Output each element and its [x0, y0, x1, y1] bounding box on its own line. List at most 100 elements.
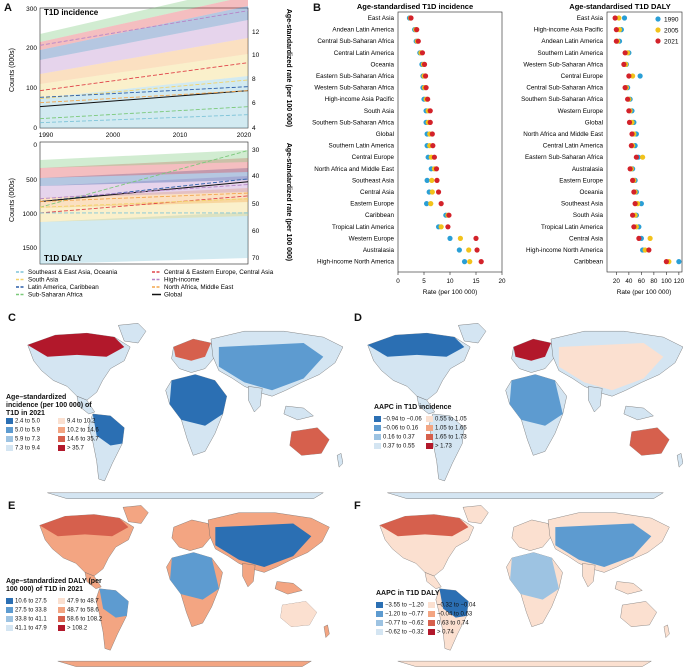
x-tick-2010: 2010 [173, 132, 188, 139]
b-dot-2021 [631, 224, 637, 230]
b-category-label: Central Latin America [334, 50, 395, 57]
b-category-label: Western Europe [558, 108, 604, 115]
b-dot-2005 [647, 235, 653, 241]
map-d-legend-item: −0.06 to 0.16 [374, 425, 418, 432]
b-dot-2021 [626, 108, 632, 114]
legend-label: −0.94 to −0.06 [383, 416, 422, 423]
b-category-label: Global [376, 131, 394, 138]
legend-swatch [426, 425, 433, 431]
daly-left-tick-1000: 1000 [23, 211, 38, 218]
daly-line-south-asia [39, 198, 249, 208]
b-category-label: North Africa and Middle East [314, 166, 394, 173]
map-d-legend-item: 0.16 to 0.37 [374, 434, 415, 441]
daly-right-tick-50: 50 [252, 201, 260, 208]
a-legend-label-2: South Asia [28, 277, 59, 284]
panel-a-letter: A [4, 2, 12, 14]
legend-swatch [6, 445, 13, 451]
map-d-title: AAPC in T1D incidence [374, 404, 452, 411]
map-c-title: Age–standardized incidence (per 100 000)… [6, 394, 92, 417]
map-f-title: AAPC in T1D DALY [376, 590, 440, 597]
b-category-label: East Asia [577, 15, 604, 22]
incidence-band-1 [40, 54, 248, 98]
b-category-label: Australasia [363, 247, 395, 254]
legend-label: 41.1 to 47.9 [15, 625, 47, 632]
b-year-legend: 1990 2005 2021 [655, 16, 679, 46]
daly-right-tick-70: 70 [252, 255, 260, 262]
b-dot-2021 [431, 154, 437, 160]
incidence-left-ticks: 300 200 100 0 [26, 6, 37, 132]
legend-swatch [376, 629, 383, 635]
legend-label: 5.9 to 7.3 [15, 436, 41, 443]
b-incidence-dots [406, 15, 484, 265]
map-f-legend-item: 0.63 to 0.74 [428, 620, 469, 627]
legend-label: 2.4 to 5.0 [15, 418, 41, 425]
panel-f-letter: F [354, 500, 361, 512]
daly-left-tick-0: 0 [33, 142, 37, 149]
daly-band-4 [40, 168, 248, 186]
map-c-canada [27, 333, 125, 357]
b-xtick-label: 80 [650, 278, 658, 285]
legend-swatch [426, 434, 433, 440]
map-f [379, 504, 670, 668]
b-dot-2005 [466, 247, 472, 253]
map-d [367, 322, 683, 500]
map-e-legend-item: > 108.2 [58, 625, 87, 632]
map-e-australia [280, 601, 317, 627]
legend-label: −0.32 to −0.04 [437, 602, 476, 609]
b-incidence-xticks: 0 5 10 15 20 [396, 272, 506, 285]
incidence-left-axis-label: Counts (000s) [9, 48, 16, 92]
panel-a-legend: Southeast & East Asia, Oceania Central & … [16, 269, 274, 299]
b-category-label: Western Sub-Saharan Africa [523, 61, 603, 68]
legend-label: 10.6 to 27.5 [15, 598, 47, 605]
inc-right-tick-12: 12 [252, 29, 260, 36]
legend-swatch [376, 602, 383, 608]
legend-label: 9.4 to 10.2 [67, 418, 96, 425]
legend-swatch [58, 616, 65, 622]
panel-e-letter: E [8, 500, 16, 512]
b-category-label: Caribbean [365, 212, 395, 219]
map-e [39, 504, 330, 668]
map-c-legend-item: > 35.7 [58, 445, 84, 452]
b-category-label: Southeast Asia [561, 201, 604, 208]
map-f-canada [379, 514, 469, 537]
inc-right-tick-8: 8 [252, 76, 256, 83]
incidence-line-sub-saharan-africa [39, 106, 249, 120]
a-legend-label-3: High-income [164, 277, 200, 284]
map-f-legend-item: −0.77 to −0.62 [376, 620, 424, 627]
legend-label-2021: 2021 [664, 39, 679, 46]
b-category-label: Central Sub-Saharan Africa [526, 85, 603, 92]
map-c-australia [289, 427, 330, 456]
b-dot-2021 [421, 61, 428, 67]
a-legend-label-4: Latin America, Caribbean [28, 284, 99, 291]
b-dot-2021 [630, 177, 636, 183]
b-category-label: Central Asia [569, 235, 603, 242]
b-xtick-label: 60 [638, 278, 646, 285]
b-dot-2021 [629, 131, 635, 137]
b-category-label: Andean Latin America [332, 27, 394, 34]
map-c-legend-item: 7.3 to 9.4 [6, 445, 40, 452]
b-incidence-title: Age-standardised T1D incidence [357, 2, 473, 11]
legend-swatch [374, 416, 381, 422]
daly-left-axis-label: Counts (000s) [9, 178, 16, 222]
legend-label: > 35.7 [67, 445, 84, 452]
inc-right-tick-10: 10 [252, 52, 260, 59]
b-dot-2021 [427, 119, 433, 125]
legend-swatch [428, 629, 435, 635]
b-category-label: Tropical Latin America [332, 224, 395, 231]
incidence-label: T1D incidence [44, 8, 99, 17]
map-f-legend-item: −3.55 to −1.20 [376, 602, 424, 609]
b-dot-2021 [423, 85, 429, 91]
b-dot-2021 [646, 247, 652, 253]
legend-label-1990: 1990 [664, 17, 679, 24]
daly-left-tick-500: 500 [26, 177, 37, 184]
b-dot-2021 [446, 212, 452, 218]
map-f-legend-item: −0.04 to 0.63 [428, 611, 472, 618]
daly-band-5 [40, 158, 248, 178]
legend-swatch [58, 625, 65, 631]
map-c-asia [218, 343, 324, 391]
b-category-label: Southeast Asia [352, 177, 395, 184]
legend-label: 7.3 to 9.4 [15, 445, 41, 452]
b-category-label: Tropical Latin America [541, 224, 604, 231]
b-daly-frame [606, 11, 683, 273]
map-d-legend-item: 1.65 to 1.73 [426, 434, 467, 441]
